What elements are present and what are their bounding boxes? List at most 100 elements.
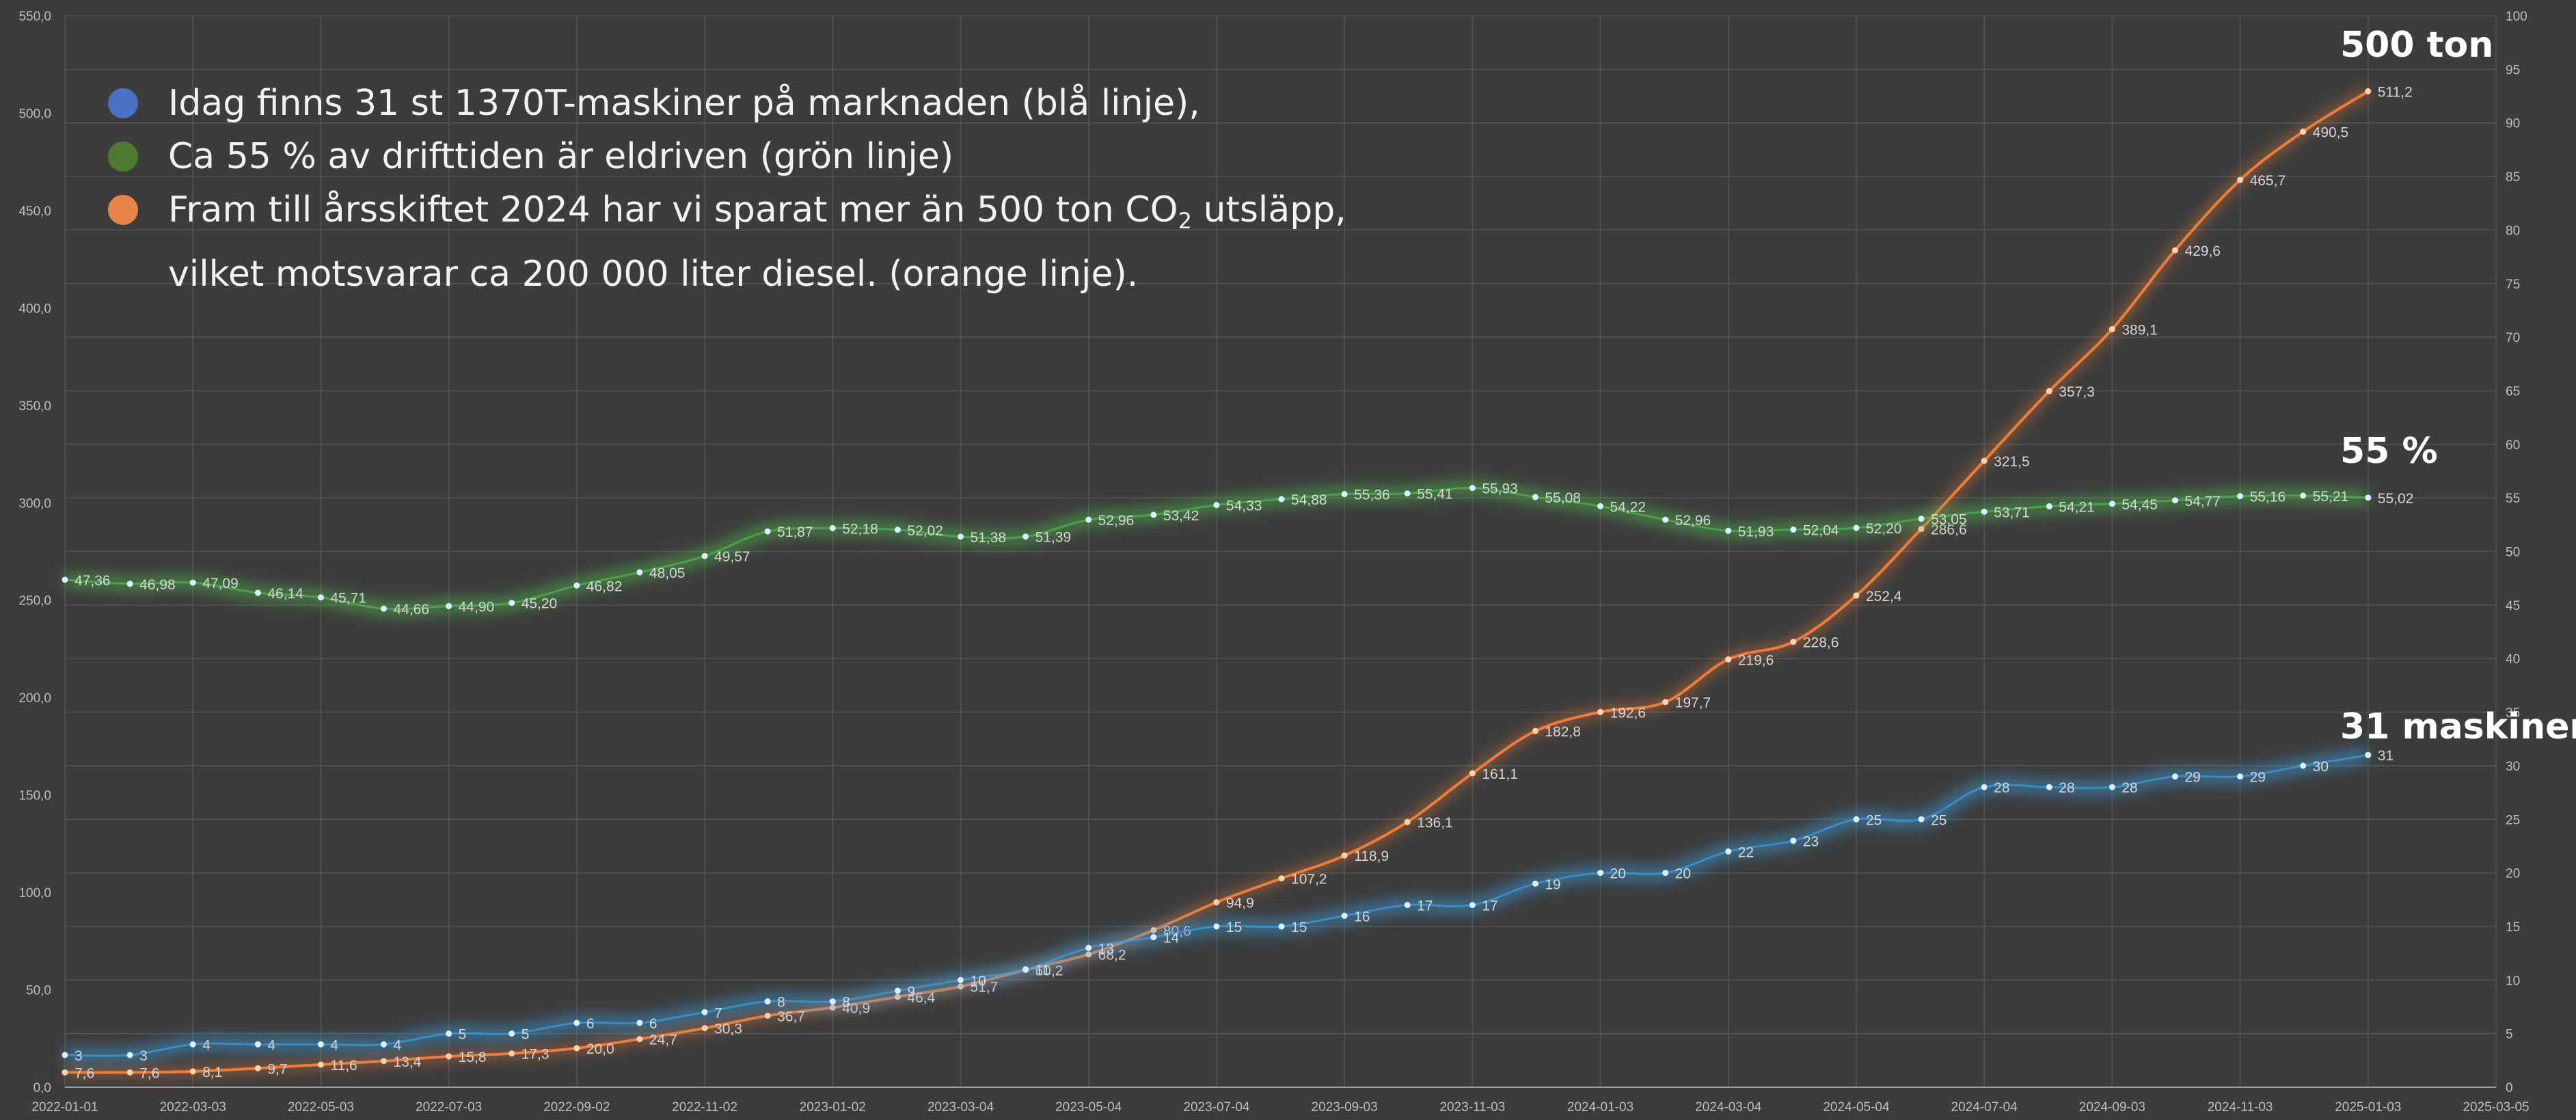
data-point-blue [636, 1019, 643, 1026]
y-left-tick-label: 200,0 [18, 691, 51, 706]
data-label-blue: 4 [202, 1037, 211, 1053]
data-label-blue: 16 [1354, 909, 1370, 924]
data-point-blue [1532, 880, 1538, 887]
data-point-blue [1022, 966, 1029, 973]
data-point-green [446, 602, 452, 609]
data-point-orange [764, 1012, 771, 1019]
x-tick-label: 2023-11-03 [1439, 1100, 1505, 1115]
data-point-orange [2046, 388, 2052, 395]
data-point-blue [380, 1041, 387, 1048]
y-left-tick-label: 250,0 [18, 594, 51, 609]
data-label-green: 55,93 [1482, 481, 1518, 497]
data-label-green: 54,88 [1291, 492, 1327, 508]
data-point-green [2171, 497, 2178, 504]
data-label-green: 53,42 [1163, 508, 1199, 524]
data-point-green [2109, 501, 2115, 507]
data-label-blue: 6 [649, 1016, 657, 1032]
data-label-orange: 429,6 [2184, 243, 2221, 259]
data-label-blue: 30 [2313, 759, 2329, 775]
x-tick-label: 2024-03-04 [1695, 1100, 1762, 1115]
data-point-orange [636, 1036, 643, 1043]
data-label-orange: 511,2 [2378, 85, 2413, 101]
y-right-tick-label: 20 [2506, 867, 2520, 881]
co2-subscript: 2 [1178, 208, 1192, 234]
data-point-orange [446, 1053, 452, 1060]
y-right-tick-label: 40 [2506, 652, 2520, 667]
data-point-blue [189, 1041, 196, 1048]
data-label-blue: 10 [970, 973, 986, 989]
data-point-orange [1213, 899, 1220, 906]
data-point-blue [1150, 934, 1157, 941]
data-point-orange [2109, 325, 2115, 332]
data-label-blue: 25 [1866, 812, 1882, 828]
data-label-orange: 107,2 [1291, 872, 1327, 888]
data-point-green [1404, 490, 1411, 497]
chart-grid [64, 15, 2497, 1088]
data-label-green: 54,33 [1226, 498, 1262, 514]
data-point-blue [2300, 762, 2307, 769]
data-label-blue: 23 [1803, 834, 1819, 850]
data-label-blue: 17 [1482, 898, 1497, 914]
data-label-green: 55,08 [1545, 490, 1581, 506]
y-right-tick-label: 60 [2506, 438, 2520, 453]
data-label-orange: 357,3 [2059, 384, 2095, 400]
data-label-green: 54,77 [2184, 494, 2221, 509]
chart-series: 7,6 7,6 8,1 9,7 11,6 13,4 15,8 17,3 20,0 24,7 30,3… [62, 85, 2413, 1081]
data-point-green [1532, 494, 1538, 501]
data-label-blue: 8 [842, 995, 850, 1011]
data-label-blue: 20 [1610, 866, 1626, 882]
y-right-tick-label: 15 [2506, 920, 2520, 935]
data-label-green: 52,18 [842, 521, 878, 537]
data-point-green [1469, 485, 1476, 492]
x-tick-label: 2023-03-04 [927, 1100, 994, 1115]
x-tick-label: 2022-01-01 [31, 1100, 98, 1115]
data-point-green [380, 605, 387, 612]
data-label-orange: 136,1 [1417, 815, 1453, 831]
data-label-green: 52,96 [1675, 513, 1711, 529]
x-tick-label: 2022-11-02 [672, 1100, 737, 1115]
data-label-orange: 182,8 [1545, 724, 1581, 740]
data-point-green [829, 524, 836, 531]
y-right-tick-label: 65 [2506, 384, 2520, 399]
data-point-blue [126, 1052, 133, 1058]
data-point-blue [2237, 773, 2244, 780]
data-point-green [1853, 524, 1860, 531]
data-point-green [636, 569, 643, 576]
data-label-green: 55,21 [2313, 489, 2349, 505]
x-tick-label: 2023-01-02 [800, 1100, 866, 1115]
data-label-green: 53,71 [1994, 505, 2030, 520]
data-label-green: 53,05 [1931, 512, 1967, 528]
data-label-blue: 15 [1291, 920, 1307, 935]
data-point-green [573, 582, 580, 589]
data-label-green: 44,66 [393, 602, 429, 617]
data-point-orange [509, 1050, 515, 1057]
data-point-blue [2365, 751, 2372, 758]
data-label-orange: 30,3 [714, 1022, 742, 1037]
data-label-blue: 4 [393, 1037, 401, 1053]
data-label-orange: 389,1 [2121, 322, 2158, 338]
data-label-green: 44,90 [459, 599, 495, 615]
data-point-blue [2046, 784, 2052, 790]
data-point-green [2046, 503, 2052, 510]
y-right-tick-label: 25 [2506, 813, 2520, 827]
data-label-green: 51,93 [1738, 524, 1774, 539]
data-point-blue [446, 1030, 452, 1037]
data-point-green [1662, 516, 1669, 523]
data-point-green [1918, 516, 1925, 522]
series-green: 47,36 46,98 47,09 46,14 45,71 44,66 44,90 45,20… [62, 479, 2413, 618]
x-tick-label: 2024-11-03 [2208, 1100, 2273, 1115]
x-tick-label: 2022-05-03 [288, 1100, 354, 1115]
data-point-green [1790, 526, 1797, 533]
data-point-orange [2237, 176, 2244, 183]
data-point-blue [1213, 923, 1220, 930]
data-point-blue [254, 1041, 261, 1048]
data-label-green: 55,16 [2250, 490, 2286, 505]
data-label-orange: 20,0 [586, 1041, 614, 1057]
data-label-blue: 6 [586, 1016, 595, 1032]
data-point-blue [1278, 923, 1285, 930]
data-label-blue: 15 [1226, 920, 1242, 935]
data-label-blue: 11 [1035, 963, 1050, 978]
data-label-blue: 3 [74, 1048, 83, 1064]
data-label-orange: 11,6 [330, 1058, 357, 1074]
